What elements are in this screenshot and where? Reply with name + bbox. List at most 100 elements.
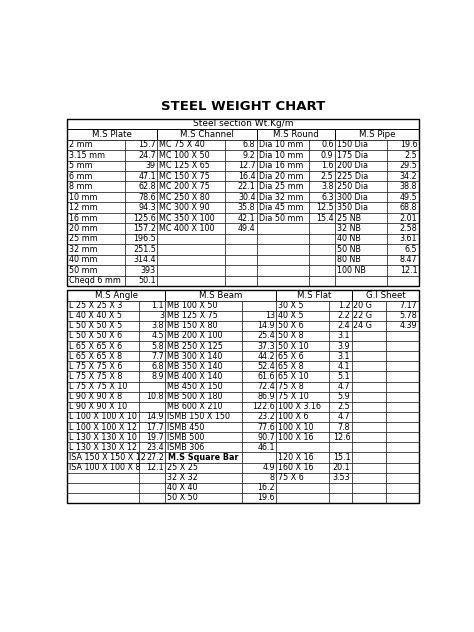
Text: 6.5: 6.5 — [405, 245, 417, 254]
Bar — [386, 412, 419, 422]
Bar — [67, 171, 125, 181]
Text: L 130 X 130 X 12: L 130 X 130 X 12 — [69, 443, 137, 452]
Bar — [67, 412, 139, 422]
Bar — [139, 351, 165, 362]
Text: M.S Square Bar: M.S Square Bar — [168, 453, 239, 462]
Bar — [67, 150, 125, 161]
Bar — [67, 442, 139, 453]
Bar — [67, 493, 139, 503]
Text: 10 mm: 10 mm — [69, 193, 97, 202]
Bar — [257, 223, 309, 234]
Text: L 50 X 50 X 6: L 50 X 50 X 6 — [69, 332, 122, 341]
Bar — [157, 161, 225, 171]
Bar — [387, 181, 419, 192]
Bar — [125, 202, 157, 213]
Bar — [386, 463, 419, 473]
Bar — [386, 392, 419, 402]
Text: 38.8: 38.8 — [400, 182, 417, 191]
Text: MC 400 X 100: MC 400 X 100 — [159, 224, 214, 233]
Bar — [276, 402, 329, 412]
Bar — [276, 493, 329, 503]
Text: 3.1: 3.1 — [338, 332, 350, 341]
Text: L 75 X 75 X 10: L 75 X 75 X 10 — [69, 382, 127, 391]
Bar — [225, 265, 257, 276]
Bar — [139, 311, 165, 321]
Text: 49.5: 49.5 — [400, 193, 417, 202]
Bar — [157, 276, 225, 286]
Bar — [67, 453, 139, 463]
Bar — [329, 321, 352, 331]
Bar — [242, 493, 276, 503]
Bar — [329, 402, 352, 412]
Text: MB 600 X 210: MB 600 X 210 — [167, 403, 222, 411]
Bar — [242, 422, 276, 432]
Bar — [225, 213, 257, 223]
Text: 32 mm: 32 mm — [69, 245, 97, 254]
Bar — [387, 223, 419, 234]
Bar — [157, 202, 225, 213]
Bar — [386, 402, 419, 412]
Bar — [139, 321, 165, 331]
Bar — [242, 341, 276, 351]
Text: 10.8: 10.8 — [146, 392, 164, 401]
Bar — [309, 171, 335, 181]
Bar — [352, 362, 386, 372]
Bar — [67, 382, 139, 392]
Text: Dia 50 mm: Dia 50 mm — [259, 214, 303, 222]
Bar — [329, 463, 352, 473]
Text: 393: 393 — [141, 266, 156, 275]
Bar — [165, 341, 242, 351]
Text: 15.1: 15.1 — [333, 453, 350, 462]
Text: 2.2: 2.2 — [337, 311, 350, 320]
Bar — [67, 341, 139, 351]
Text: 19.7: 19.7 — [146, 433, 164, 442]
Text: 251.5: 251.5 — [133, 245, 156, 254]
Bar — [165, 402, 242, 412]
Text: MC 125 X 65: MC 125 X 65 — [159, 161, 210, 170]
Bar — [352, 341, 386, 351]
Bar — [125, 150, 157, 161]
Text: 86.9: 86.9 — [257, 392, 275, 401]
Text: 47.1: 47.1 — [138, 172, 156, 181]
Bar — [257, 171, 309, 181]
Text: 37.3: 37.3 — [257, 342, 275, 351]
Text: L 65 X 65 X 6: L 65 X 65 X 6 — [69, 342, 122, 351]
Bar — [67, 213, 125, 223]
Text: M.S Channel: M.S Channel — [180, 130, 234, 139]
Bar — [165, 331, 242, 341]
Text: 75 X 6: 75 X 6 — [278, 473, 304, 482]
Bar — [165, 422, 242, 432]
Bar — [309, 140, 335, 150]
Bar — [386, 372, 419, 382]
Text: 24 G: 24 G — [354, 322, 373, 331]
Bar — [139, 473, 165, 483]
Bar — [125, 234, 157, 244]
Bar — [352, 301, 386, 311]
Text: 250 Dia: 250 Dia — [337, 182, 368, 191]
Bar — [257, 181, 309, 192]
Bar — [242, 301, 276, 311]
Bar — [125, 255, 157, 265]
Bar — [257, 213, 309, 223]
Bar — [276, 412, 329, 422]
Text: MB 300 X 140: MB 300 X 140 — [167, 352, 222, 361]
Bar — [335, 181, 387, 192]
Text: 3.61: 3.61 — [400, 234, 417, 243]
Text: 4.7: 4.7 — [338, 382, 350, 391]
Bar — [386, 301, 419, 311]
Text: 16 mm: 16 mm — [69, 214, 97, 222]
Bar — [139, 412, 165, 422]
Bar — [257, 192, 309, 202]
Bar — [386, 493, 419, 503]
Bar — [309, 244, 335, 255]
Text: ISA 100 X 100 X 8: ISA 100 X 100 X 8 — [69, 463, 140, 472]
Text: MB 150 X 80: MB 150 X 80 — [167, 322, 218, 331]
Text: L 65 X 65 X 8: L 65 X 65 X 8 — [69, 352, 122, 361]
Bar — [67, 422, 139, 432]
Text: 5.9: 5.9 — [337, 392, 350, 401]
Bar — [242, 412, 276, 422]
Bar — [387, 171, 419, 181]
Bar — [67, 372, 139, 382]
Bar — [352, 331, 386, 341]
Bar — [329, 382, 352, 392]
